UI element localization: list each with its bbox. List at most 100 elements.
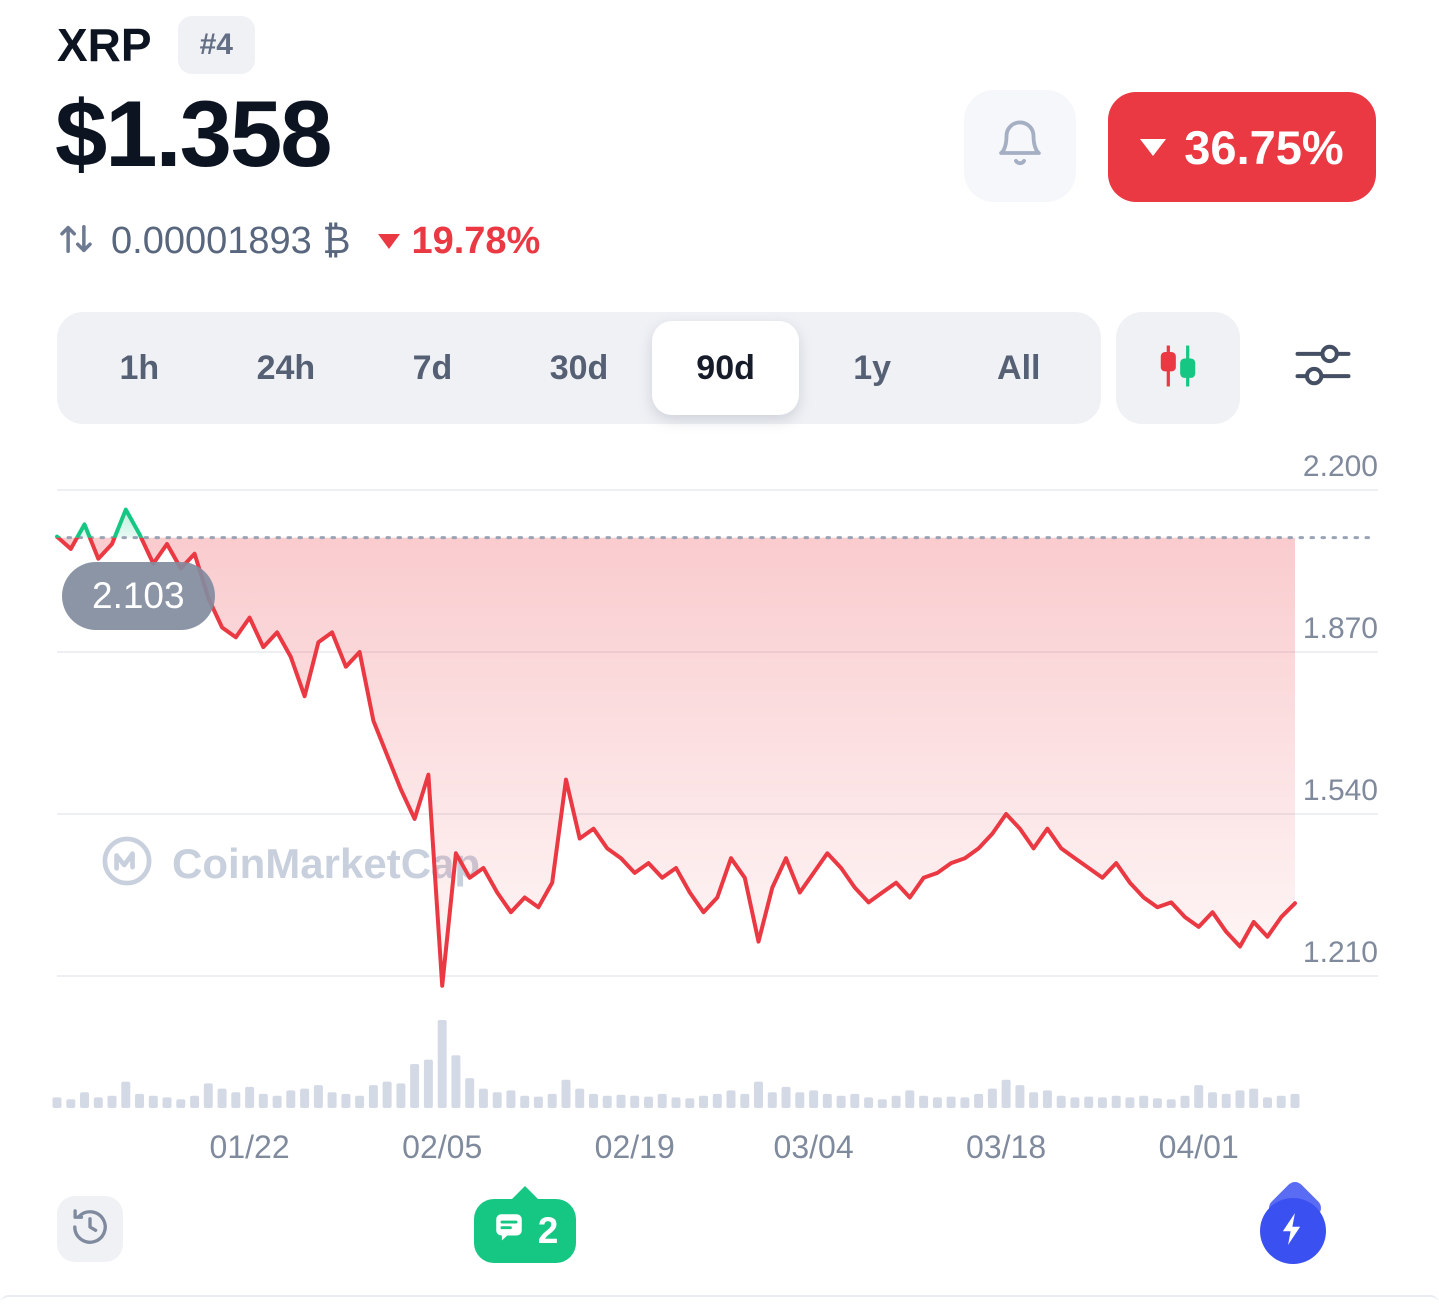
volume-bar	[258, 1093, 268, 1108]
volume-bar	[245, 1086, 255, 1108]
range-tab-90d[interactable]: 90d	[652, 321, 799, 415]
lightning-icon	[1274, 1210, 1312, 1253]
volume-bar	[203, 1083, 213, 1108]
volume-bar	[1221, 1093, 1231, 1108]
down-triangle-icon	[1140, 138, 1167, 156]
volume-bar	[176, 1099, 186, 1108]
chart-settings-button[interactable]	[1290, 334, 1356, 400]
volume-bar	[1084, 1096, 1094, 1108]
volume-bar	[1015, 1085, 1025, 1108]
volume-bar	[712, 1093, 722, 1108]
volume-bar	[93, 1097, 103, 1108]
coin-price: $1.358	[55, 81, 333, 186]
range-tab-1y[interactable]: 1y	[853, 348, 892, 387]
volume-bar	[1290, 1093, 1300, 1108]
volume-bar	[740, 1093, 750, 1108]
volume-bar	[327, 1092, 337, 1108]
volume-bar	[1097, 1097, 1107, 1108]
coin-header: XRP #4	[57, 16, 255, 74]
candlestick-toggle-button[interactable]	[1116, 312, 1240, 424]
volume-bar	[533, 1096, 543, 1108]
btc-change: 19.78%	[378, 220, 540, 263]
volume-bar	[231, 1092, 241, 1108]
volume-bar	[547, 1093, 557, 1108]
volume-bar	[1070, 1097, 1080, 1108]
change-percent: 36.75%	[1184, 120, 1344, 174]
price-area-below	[58, 537, 1295, 986]
volume-bar	[671, 1097, 681, 1108]
volume-bar	[217, 1088, 227, 1108]
volume-bar	[630, 1095, 640, 1108]
bottom-sheet-edge	[0, 1295, 1439, 1304]
chart-area: 2.200 1.870 1.540 1.210 01/22 02/05 02/19 03/04…	[0, 450, 1439, 1180]
volume-bar	[644, 1096, 653, 1108]
cmc-logo-icon	[100, 834, 154, 893]
annotations-count: 2	[537, 1210, 559, 1251]
volume-bar	[272, 1095, 282, 1108]
volume-bar	[355, 1095, 365, 1108]
volume-bar	[1029, 1092, 1039, 1108]
volume-bar	[1001, 1079, 1011, 1108]
coin-title: XRP	[57, 19, 152, 71]
volume-bar	[1180, 1095, 1190, 1108]
volume-bar	[616, 1094, 626, 1108]
volume-bar	[1125, 1097, 1135, 1108]
volume-bar	[1208, 1092, 1217, 1108]
volume-bar	[492, 1092, 502, 1108]
volume-bar	[1166, 1099, 1176, 1108]
volume-bar	[478, 1088, 488, 1108]
volume-bar	[66, 1099, 76, 1108]
x-axis-label: 03/04	[774, 1129, 854, 1165]
volume-bar	[699, 1095, 708, 1108]
volume-bar	[767, 1092, 777, 1108]
volume-bar	[121, 1081, 131, 1108]
volume-bar	[1139, 1095, 1149, 1108]
price-chart[interactable]: 2.200 1.870 1.540 1.210 01/22 02/05 02/19 03/04…	[0, 450, 1439, 1180]
volume-bar	[946, 1096, 956, 1108]
volume-bar	[1249, 1088, 1259, 1108]
range-tab-7d[interactable]: 7d	[412, 348, 453, 387]
y-axis-label: 1.870	[1303, 612, 1378, 645]
watermark-text: CoinMarketCap	[172, 839, 481, 887]
volume-bar	[1263, 1097, 1272, 1108]
y-axis-label: 1.210	[1303, 936, 1378, 969]
annotations-button[interactable]: 2	[474, 1199, 576, 1263]
btc-price: 0.00001893 ₿	[111, 220, 351, 262]
volume-bar	[313, 1085, 323, 1108]
volume-bar	[602, 1095, 612, 1108]
range-tab-30d[interactable]: 30d	[549, 348, 609, 387]
volume-bar	[410, 1064, 420, 1108]
volume-bar	[1194, 1085, 1204, 1108]
price-change-badge[interactable]: 36.75%	[1108, 92, 1376, 202]
history-button[interactable]	[57, 1196, 123, 1262]
sliders-icon	[1292, 334, 1354, 401]
btc-change-percent: 19.78%	[411, 220, 541, 262]
x-axis-label: 02/05	[402, 1129, 482, 1165]
price-line-red	[55, 537, 1297, 988]
volume-bar	[341, 1093, 351, 1108]
volume-bar	[987, 1088, 997, 1108]
range-tab-1h[interactable]: 1h	[119, 348, 160, 387]
volume-bar	[809, 1090, 819, 1108]
volume-bar	[932, 1097, 942, 1108]
volume-bar	[864, 1097, 874, 1108]
volume-bar	[822, 1093, 832, 1108]
boost-button[interactable]	[1258, 1178, 1332, 1264]
volume-bar	[877, 1099, 887, 1108]
range-tab-all[interactable]: All	[997, 348, 1041, 387]
updown-arrows-icon[interactable]	[55, 218, 97, 265]
candlestick-icon	[1150, 342, 1206, 395]
volume-bar	[726, 1090, 736, 1108]
y-axis-label: 2.200	[1303, 450, 1378, 483]
price-alert-button[interactable]	[964, 90, 1076, 202]
volume-bar	[520, 1095, 530, 1108]
volume-bar	[781, 1086, 791, 1108]
volume-bar	[1056, 1095, 1066, 1108]
range-tab-24h[interactable]: 24h	[256, 348, 316, 387]
volume-bar	[423, 1059, 433, 1108]
time-range-selector: 1h 24h 7d 30d 90d 1y All	[57, 312, 1101, 424]
watermark: CoinMarketCap	[100, 834, 480, 893]
volume-bar	[506, 1090, 516, 1108]
volume-bar	[795, 1092, 805, 1108]
volume-bar	[575, 1088, 585, 1108]
